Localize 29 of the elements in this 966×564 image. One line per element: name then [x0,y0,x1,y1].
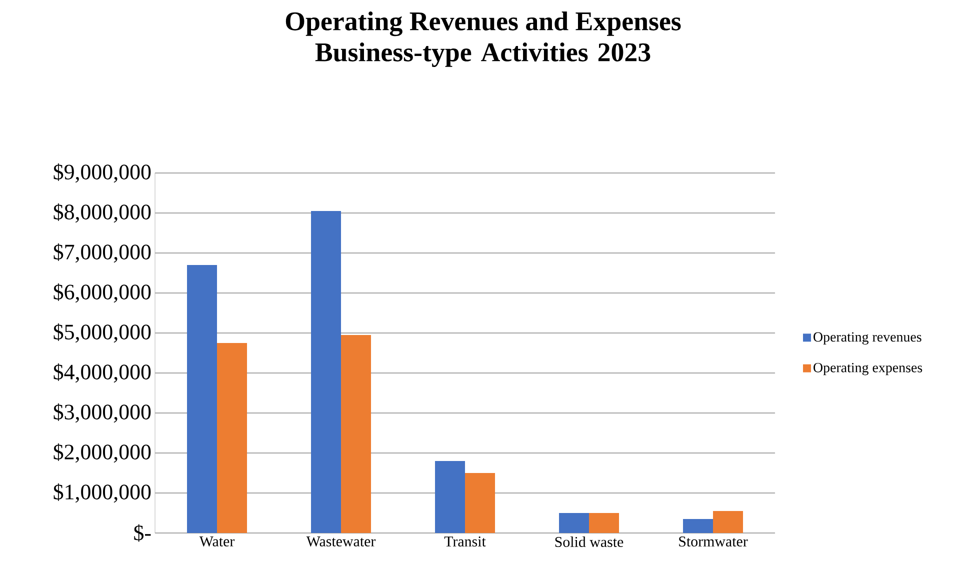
bar [311,210,342,533]
y-tick-label: $- [134,524,151,542]
y-tick-label: $3,000,000 [54,403,151,423]
chart-subtitle: Business-type Activities 2023 [315,42,650,67]
bar [217,342,248,533]
bar [435,460,466,533]
y-tick-label: $1,000,000 [54,483,151,503]
y-tick-label: $8,000,000 [54,203,151,223]
chart-title: Operating Revenues and Expenses [286,12,681,36]
y-tick-label: $7,000,000 [54,243,151,263]
legend-label: Operating revenues [814,332,922,345]
y-tick-label: $9,000,000 [54,163,151,183]
bar [713,510,744,533]
x-tick-label: Solid waste [555,536,624,548]
y-tick-label: $6,000,000 [54,283,151,303]
bar [683,518,714,533]
bar [559,512,590,533]
bar [589,512,620,533]
y-tick-label: $5,000,000 [54,323,151,343]
bar [187,264,218,533]
x-tick-label: Wastewater [306,536,376,547]
x-tick-label: Transit [444,536,486,547]
bar [465,472,496,533]
y-tick-label: $2,000,000 [54,443,151,463]
bar [341,334,372,533]
legend-label: Operating expenses [814,362,922,376]
x-tick-label: Stormwater [679,536,748,547]
x-tick-label: Water [199,536,235,547]
y-tick-label: $4,000,000 [54,363,151,383]
